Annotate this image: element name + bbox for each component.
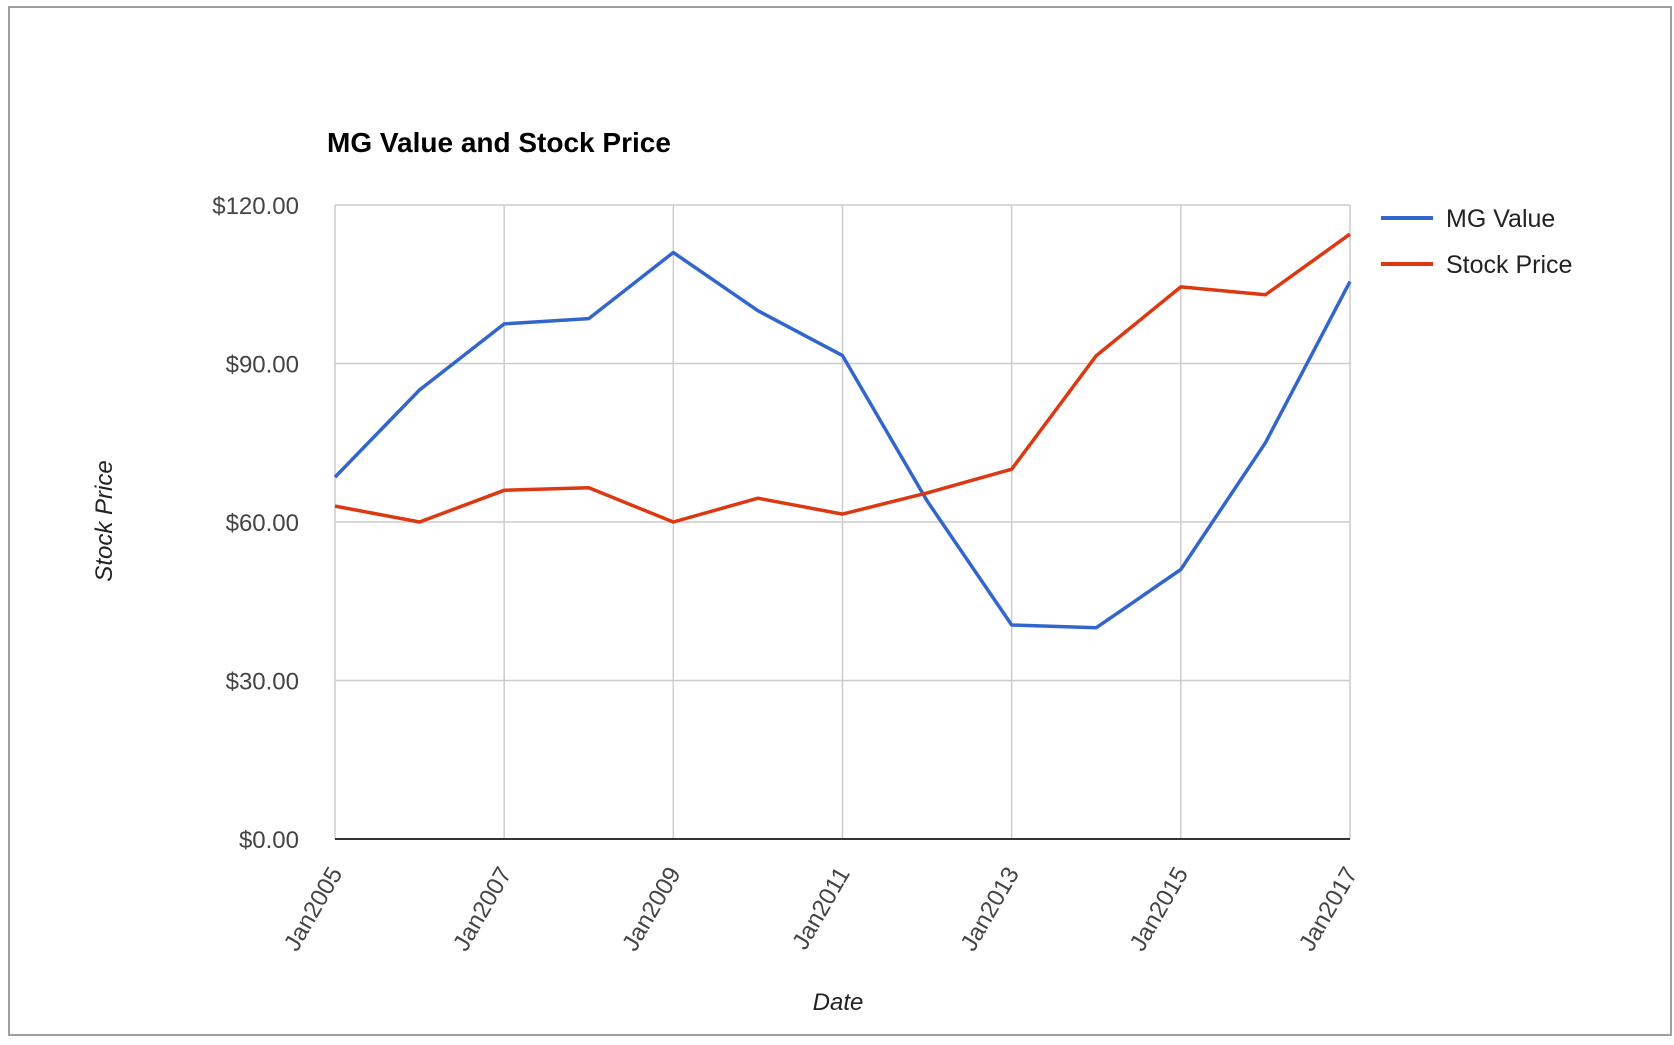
y-tick-label: $120.00 <box>212 193 299 220</box>
x-tick-label: Jan2009 <box>617 863 686 956</box>
x-tick-label: Jan2005 <box>279 863 348 956</box>
series-line-mg-value[interactable] <box>333 250 1352 630</box>
chart-title: MG Value and Stock Price <box>327 127 671 158</box>
x-tick-label: Jan2013 <box>955 863 1024 956</box>
y-tick-label: $30.00 <box>226 669 299 696</box>
x-tick-label: Jan2007 <box>448 863 517 956</box>
legend-label-mg-value: MG Value <box>1446 205 1555 233</box>
chart-frame[interactable] <box>8 6 1672 1036</box>
gridlines <box>334 204 1351 839</box>
legend-label-stock-price: Stock Price <box>1446 251 1572 279</box>
y-tick-label: $0.00 <box>239 827 299 854</box>
x-tick-label: Jan2011 <box>787 863 856 955</box>
series-lines <box>333 232 1352 630</box>
legend-item-stock-price[interactable]: Stock Price <box>1381 251 1572 279</box>
legend-item-mg-value[interactable]: MG Value <box>1381 205 1555 233</box>
y-tick-label: $60.00 <box>226 510 299 537</box>
tick-labels: $0.00 $30.00 $60.00 $90.00 $120.00 Jan2005 Jan… <box>212 193 1363 956</box>
y-axis-title: Stock Price <box>91 460 118 581</box>
y-tick-label: $90.00 <box>226 352 299 379</box>
legend: MG Value Stock Price <box>1381 205 1572 279</box>
series-line-stock-price[interactable] <box>334 232 1352 524</box>
x-tick-label: Jan2017 <box>1294 863 1363 956</box>
x-tick-label: Jan2015 <box>1125 863 1194 956</box>
x-axis-title: Date <box>813 989 864 1016</box>
